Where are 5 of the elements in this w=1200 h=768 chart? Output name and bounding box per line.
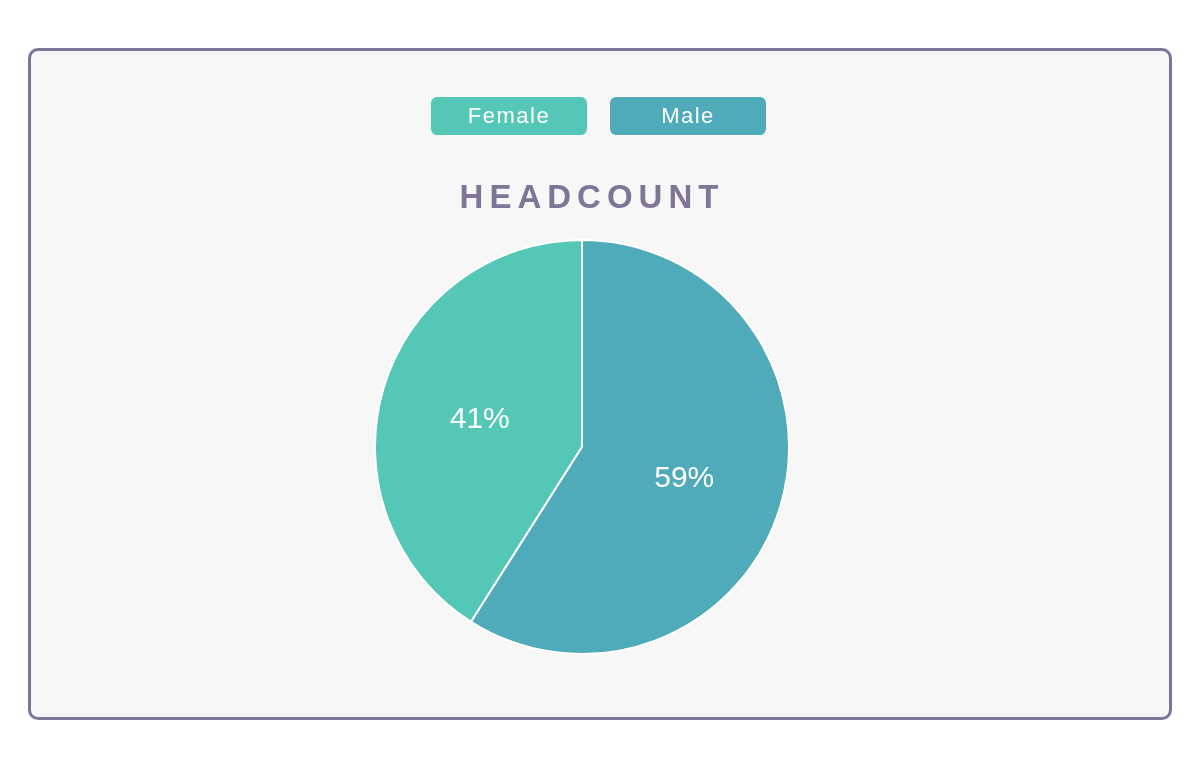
legend-label: Male — [660, 102, 716, 130]
data-label: 59% — [654, 460, 715, 494]
data-label: 41% — [449, 400, 510, 434]
legend-label: Female — [466, 102, 552, 130]
text: HEADCOUNT — [458, 178, 726, 216]
